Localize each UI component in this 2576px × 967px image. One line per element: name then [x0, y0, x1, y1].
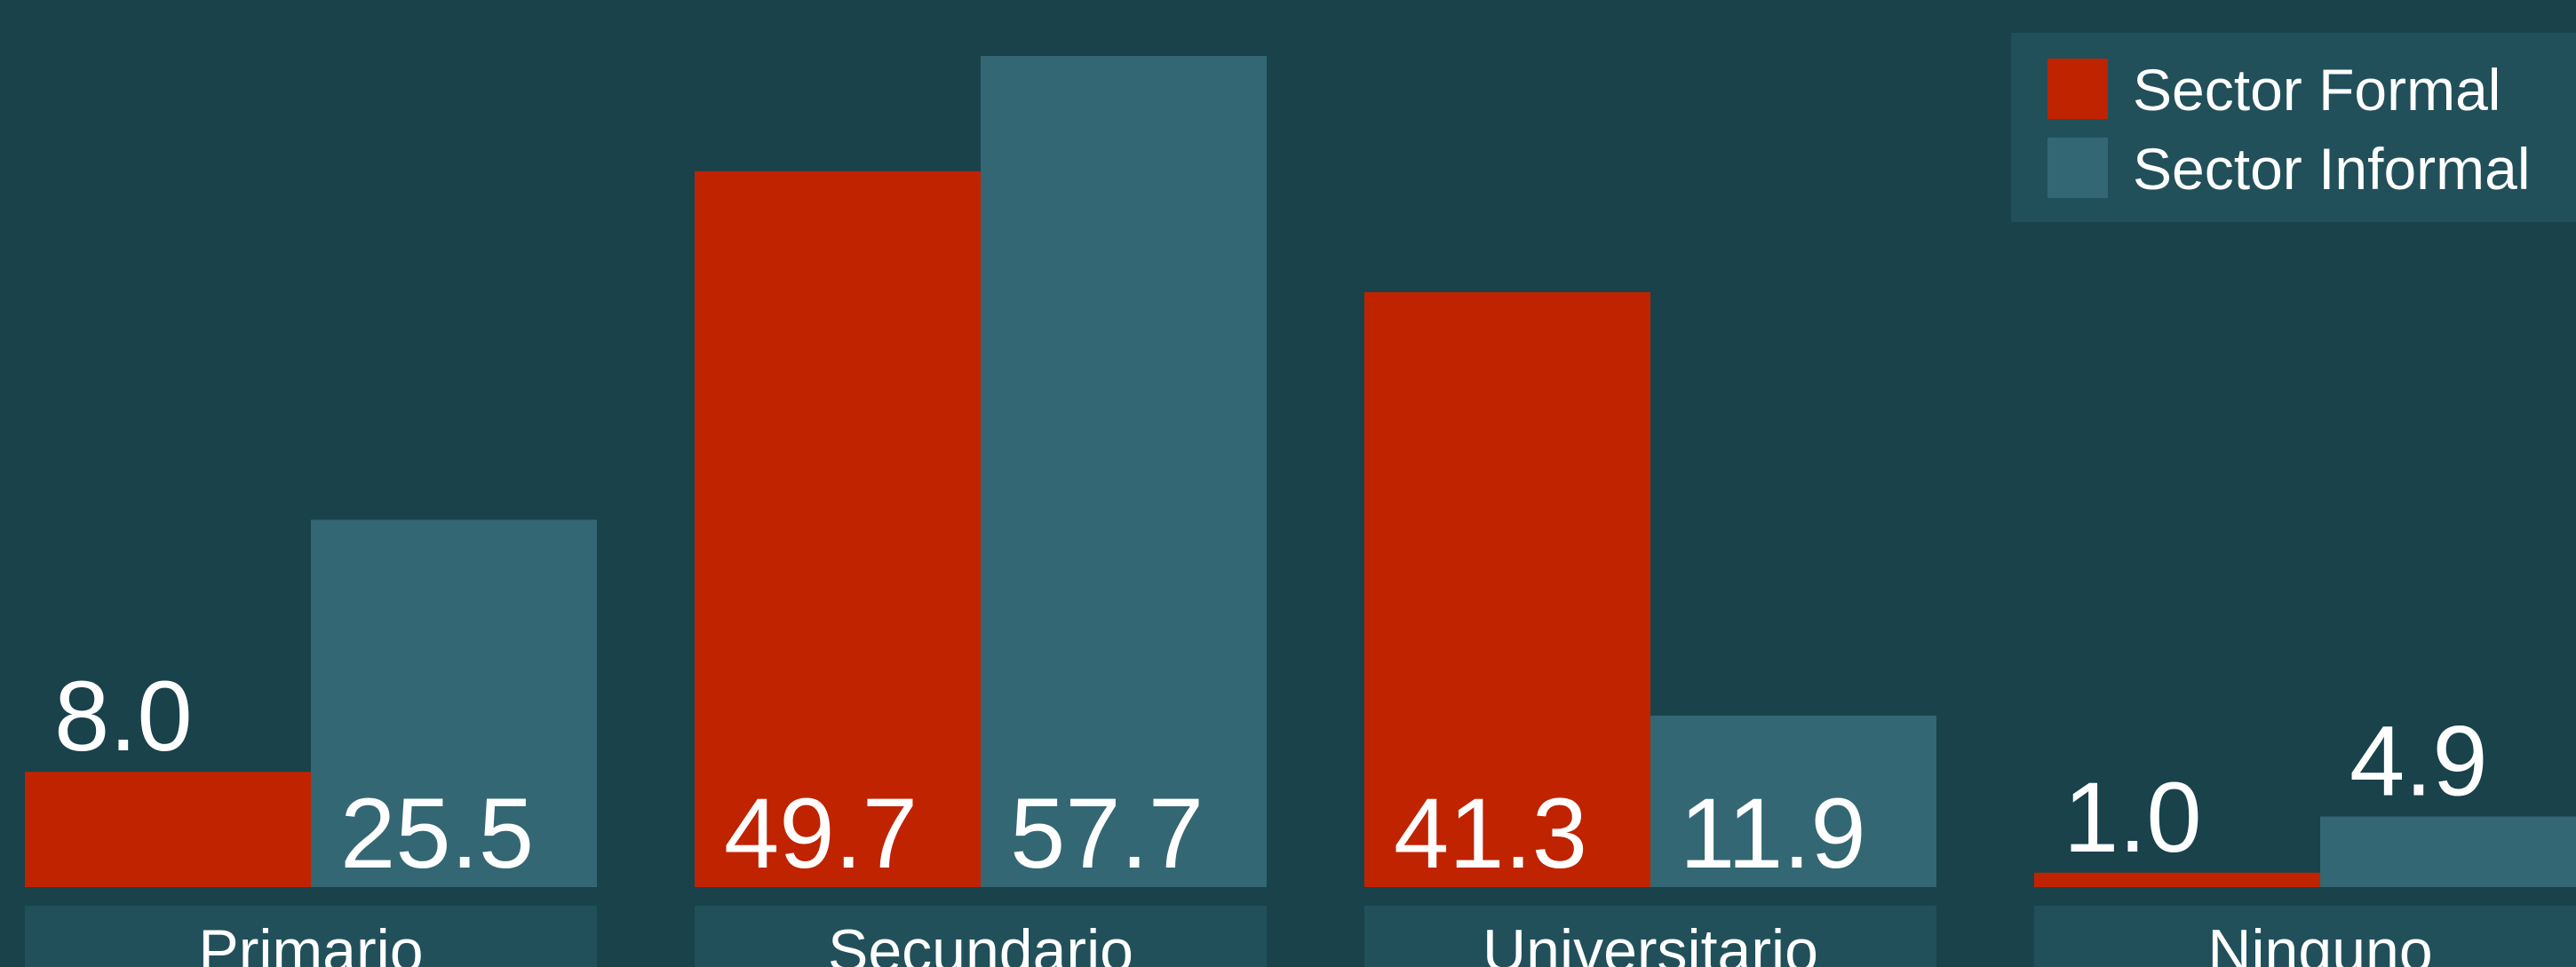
x-tick-label: Secundario	[828, 917, 1133, 967]
x-tick-label: Ninguno	[2207, 917, 2432, 967]
bar	[2320, 816, 2576, 887]
bar	[2034, 872, 2320, 887]
value-label: 57.7	[1010, 778, 1204, 889]
value-label: 11.9	[1680, 778, 1866, 889]
legend-label: Sector Formal	[2133, 57, 2500, 123]
legend-swatch	[2047, 138, 2108, 198]
bar	[1650, 715, 1936, 887]
bar	[1364, 292, 1650, 888]
value-label: 8.0	[54, 661, 193, 772]
value-label: 1.0	[2063, 762, 2202, 873]
value-label: 49.7	[724, 778, 918, 889]
x-tick-label: Primario	[198, 917, 423, 967]
bar	[695, 170, 981, 887]
value-label: 41.3	[1394, 778, 1587, 889]
legend-swatch	[2047, 59, 2108, 119]
category-box	[1364, 906, 1936, 967]
bar	[25, 772, 311, 887]
category-box	[25, 906, 597, 967]
category-box	[2034, 906, 2576, 967]
legend-label: Sector Informal	[2133, 136, 2531, 202]
bar	[311, 519, 597, 887]
category-box	[695, 906, 1267, 967]
bar	[981, 56, 1267, 887]
x-tick-label: Universitario	[1483, 917, 1818, 967]
value-label: 25.5	[340, 778, 534, 889]
value-label: 4.9	[2349, 706, 2488, 817]
